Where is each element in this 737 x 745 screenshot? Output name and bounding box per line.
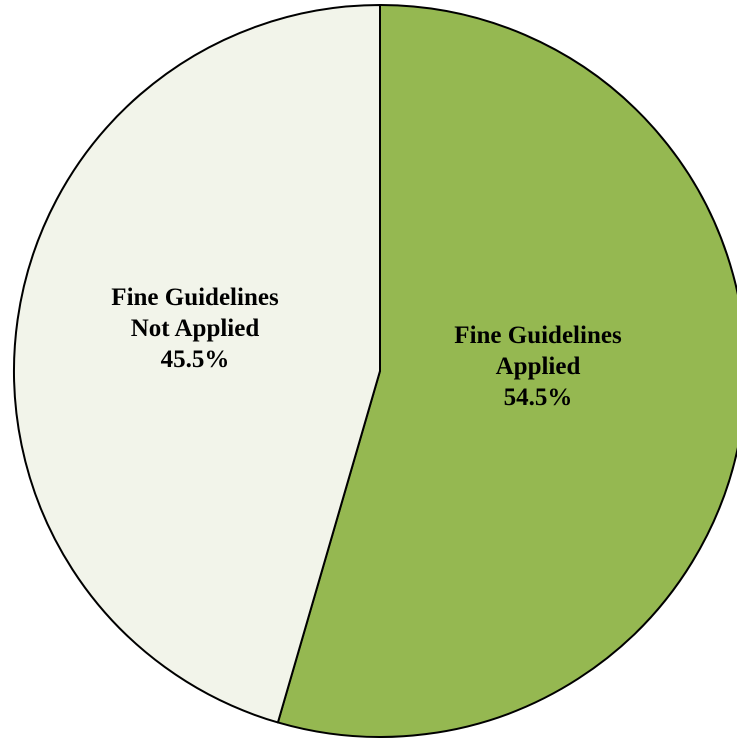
- pie-slice-0: [276, 4, 737, 738]
- slice-name-label: Applied: [496, 353, 581, 380]
- pie-slice-label-1: Fine Guidelines Not Applied 45.5%: [111, 284, 279, 373]
- slice-name-label: Not Applied: [131, 315, 260, 342]
- slice-name-label: Fine Guidelines: [454, 322, 622, 349]
- slice-value-label: 45.5%: [161, 346, 230, 373]
- slices-layer: [13, 4, 737, 738]
- slice-name-label: Fine Guidelines: [111, 284, 279, 311]
- pie-slice-1: [13, 4, 381, 724]
- pie-slice-label-0: Fine Guidelines Applied 54.5%: [454, 322, 622, 411]
- slice-value-label: 54.5%: [504, 384, 573, 411]
- labels-layer: Fine Guidelines Applied 54.5%Fine Guidelin…: [111, 284, 622, 411]
